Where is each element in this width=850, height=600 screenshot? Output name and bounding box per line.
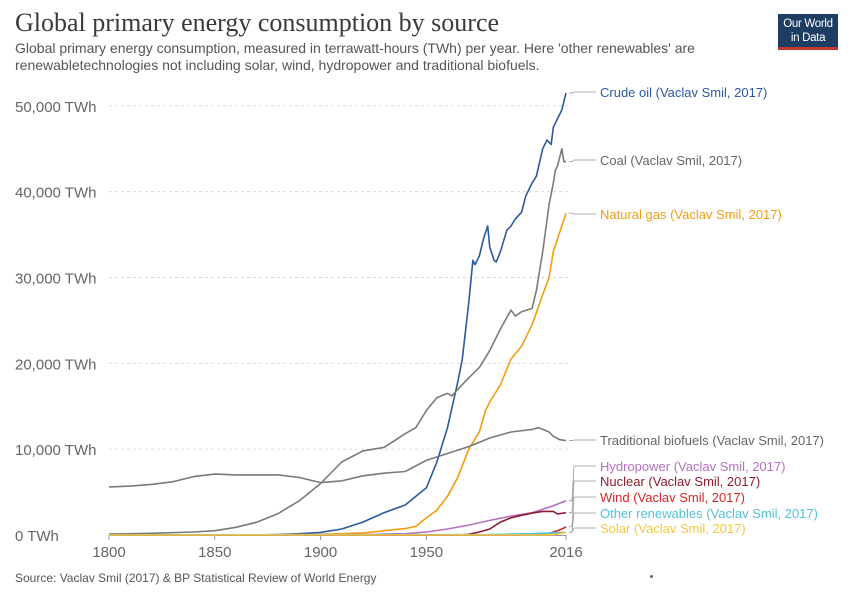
label-leader: [569, 212, 596, 215]
owid-logo[interactable]: Our World in Data: [778, 14, 838, 50]
label-leader: [569, 496, 596, 528]
label-leader: [569, 465, 596, 502]
label-leader: [569, 439, 596, 441]
series-label: Other renewables (Vaclav Smil, 2017): [600, 506, 818, 521]
series-label: Nuclear (Vaclav Smil, 2017): [600, 474, 760, 489]
series-lines: [108, 92, 567, 536]
y-tick-label: 50,000 TWh: [15, 99, 96, 116]
y-tick-label: 40,000 TWh: [15, 185, 96, 202]
series-line: [109, 531, 567, 536]
y-axis: 0 TWh 10,000 TWh 20,000 TWh 30,000 TWh 40,00…: [15, 99, 96, 545]
series-label: Traditional biofuels (Vaclav Smil, 2017): [600, 433, 824, 448]
grid-lines: [109, 105, 570, 450]
chart-title: Global primary energy consumption by sou…: [15, 8, 500, 37]
series-label: Solar (Vaclav Smil, 2017): [600, 521, 746, 536]
x-axis: 1800 1850 1900 1950 2016: [92, 535, 583, 561]
x-tick-label: 1800: [92, 544, 125, 561]
series-label: Coal (Vaclav Smil, 2017): [600, 153, 742, 168]
label-leader: [569, 159, 596, 162]
y-tick-label: 30,000 TWh: [15, 270, 96, 287]
logo-line-1: Our World: [783, 18, 833, 30]
x-tick-label: 1950: [410, 544, 443, 561]
series-labels: Crude oil (Vaclav Smil, 2017) Coal (Vacla…: [569, 85, 824, 536]
series-label: Hydropower (Vaclav Smil, 2017): [600, 459, 785, 474]
label-leader: [569, 527, 596, 533]
series-line: [108, 147, 566, 535]
series-label: Wind (Vaclav Smil, 2017): [600, 490, 745, 505]
chart-subtitle: Global primary energy consumption, measu…: [15, 40, 695, 73]
series-line: [109, 510, 567, 536]
x-tick-label: 1900: [304, 544, 337, 561]
series-label: Natural gas (Vaclav Smil, 2017): [600, 207, 782, 222]
logo-line-2: in Data: [790, 32, 826, 44]
y-tick-label: 0 TWh: [15, 528, 59, 545]
x-tick-label: 2016: [549, 544, 582, 561]
y-tick-label: 20,000 TWh: [15, 356, 96, 373]
x-tick-label: 1850: [198, 544, 231, 561]
label-leader: [569, 91, 596, 94]
series-label: Crude oil (Vaclav Smil, 2017): [600, 85, 767, 100]
series-line: [108, 426, 567, 488]
source-note: Source: Vaclav Smil (2017) & BP Statisti…: [15, 571, 377, 585]
y-tick-label: 10,000 TWh: [15, 442, 96, 459]
label-leader: [569, 480, 596, 514]
decorative-dot: [650, 575, 653, 578]
series-line: [109, 92, 567, 536]
series-line: [108, 212, 567, 536]
